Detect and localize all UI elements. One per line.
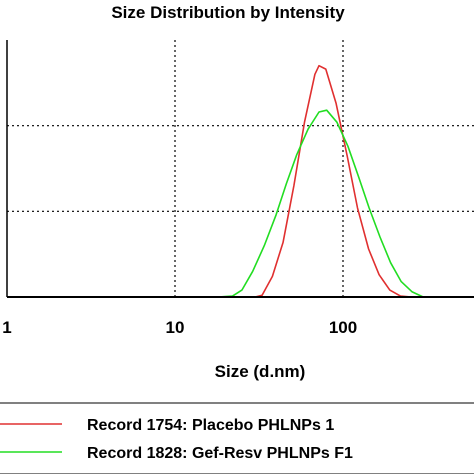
x-tick-label: 100 bbox=[329, 318, 357, 337]
legend-label-2: Record 1828: Gef-Resv PHLNPs F1 bbox=[87, 445, 353, 462]
x-axis-label: Size (d.nm) bbox=[215, 362, 306, 381]
chart-title: Size Distribution by Intensity bbox=[111, 3, 345, 22]
series-lines bbox=[7, 64, 474, 298]
plot-frame bbox=[6, 40, 474, 298]
x-tick-label: 10 bbox=[166, 318, 185, 337]
x-tick-label: 1 bbox=[2, 318, 11, 337]
legend-label-1: Record 1754: Placebo PHLNPs 1 bbox=[87, 417, 334, 434]
grid bbox=[7, 40, 474, 297]
x-tick-labels: 1 10 100 bbox=[2, 318, 357, 337]
legend: Record 1754: Placebo PHLNPs 1 Record 1828… bbox=[0, 402, 474, 474]
legend-box bbox=[0, 402, 474, 474]
series-line-1 bbox=[7, 64, 474, 298]
series-line-2 bbox=[7, 109, 474, 298]
